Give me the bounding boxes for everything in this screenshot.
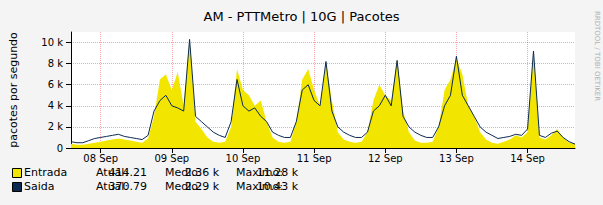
svg-text:2.29 k: 2.29 k xyxy=(185,180,220,193)
svg-text:6 k: 6 k xyxy=(48,79,64,90)
svg-text:13 Sep: 13 Sep xyxy=(439,153,474,164)
svg-text:Medio:: Medio: xyxy=(165,166,202,179)
svg-text:09 Sep: 09 Sep xyxy=(154,153,189,164)
svg-text:14 Sep: 14 Sep xyxy=(510,153,545,164)
svg-text:8 k: 8 k xyxy=(48,58,64,69)
svg-text:Entrada: Entrada xyxy=(24,166,67,179)
svg-text:RRDTOOL / TOBI OETIKER: RRDTOOL / TOBI OETIKER xyxy=(593,11,601,101)
svg-text:10 k: 10 k xyxy=(41,37,63,48)
svg-text:4 k: 4 k xyxy=(48,100,64,111)
svg-text:Medio:: Medio: xyxy=(165,180,202,193)
svg-text:414.21: 414.21 xyxy=(109,166,148,179)
svg-text:370.79: 370.79 xyxy=(109,180,148,193)
svg-text:pacotes por segundo: pacotes por segundo xyxy=(7,32,20,148)
svg-text:0: 0 xyxy=(57,143,63,154)
svg-text:11.28 k: 11.28 k xyxy=(257,166,299,179)
svg-text:Saida: Saida xyxy=(24,180,55,193)
svg-text:08 Sep: 08 Sep xyxy=(83,153,118,164)
svg-text:AM - PTTMetro | 10G | Pacotes: AM - PTTMetro | 10G | Pacotes xyxy=(204,9,400,24)
svg-text:11 Sep: 11 Sep xyxy=(297,153,332,164)
svg-text:2.36 k: 2.36 k xyxy=(185,166,220,179)
svg-text:10 Sep: 10 Sep xyxy=(226,153,261,164)
svg-text:10.43 k: 10.43 k xyxy=(257,180,299,193)
svg-text:2 k: 2 k xyxy=(48,121,64,132)
svg-text:12 Sep: 12 Sep xyxy=(368,153,403,164)
